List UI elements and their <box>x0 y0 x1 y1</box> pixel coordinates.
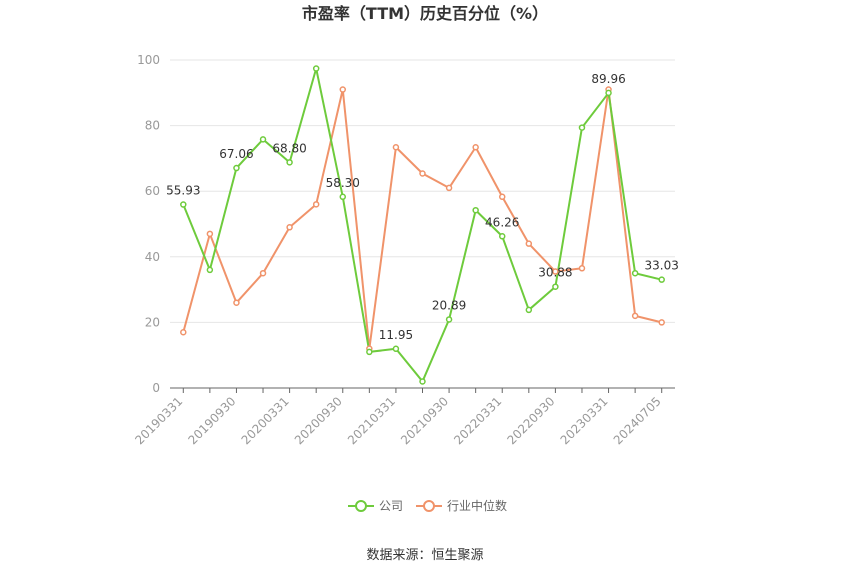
legend-marker <box>355 500 367 512</box>
data-point[interactable] <box>312 201 320 208</box>
y-tick-label: 80 <box>145 119 160 133</box>
data-point[interactable] <box>472 206 479 214</box>
data-label: 67.06 <box>219 147 253 161</box>
data-label: 33.03 <box>645 259 679 273</box>
series-line-1 <box>182 88 662 350</box>
x-tick-label: 20230331 <box>558 394 611 447</box>
data-point[interactable] <box>339 193 347 201</box>
y-axis: 0 20 40 60 80 100 <box>137 53 160 395</box>
x-tick-label: 20240705 <box>611 394 664 447</box>
x-tick-label: 20190331 <box>132 394 185 447</box>
data-point[interactable] <box>419 170 426 177</box>
x-tick-label: 20220930 <box>504 394 557 447</box>
data-point[interactable] <box>658 319 665 326</box>
chart-title: 市盈率（TTM）历史百分位（%） <box>302 4 548 23</box>
data-point[interactable] <box>286 224 293 231</box>
legend-item-0[interactable]: 公司 <box>348 499 403 513</box>
source-text: 数据来源：恒生聚源 <box>366 548 483 563</box>
legend-marker <box>423 500 435 512</box>
data-point[interactable] <box>259 269 267 277</box>
legend-item-1[interactable]: 行业中位数 <box>416 498 507 513</box>
data-label: 58.30 <box>326 176 360 190</box>
series-lines <box>182 67 662 383</box>
x-tick-label: 20200930 <box>292 394 345 447</box>
data-point[interactable] <box>472 143 479 151</box>
data-point[interactable] <box>525 306 533 314</box>
data-point[interactable] <box>605 89 612 97</box>
data-point[interactable] <box>392 143 400 151</box>
legend-label: 公司 <box>379 499 403 513</box>
data-point[interactable] <box>525 240 533 247</box>
x-tick-label: 20190930 <box>185 394 238 447</box>
data-point[interactable] <box>206 230 214 238</box>
series-line-0 <box>182 67 662 383</box>
series-points <box>180 65 665 385</box>
data-labels: 55.93 67.06 68.80 58.30 11.95 20.89 46.26 30.88… <box>166 72 679 342</box>
y-tick-label: 100 <box>137 53 160 67</box>
x-axis: 20190331 20190930 20200331 20200930 20210331… <box>132 387 675 447</box>
data-point[interactable] <box>392 345 400 353</box>
data-point[interactable] <box>206 266 214 274</box>
data-point[interactable] <box>180 328 187 336</box>
y-tick-label: 20 <box>145 315 160 329</box>
data-point[interactable] <box>445 184 453 192</box>
data-point[interactable] <box>233 164 240 172</box>
y-tick-label: 0 <box>152 381 160 395</box>
data-label: 68.80 <box>272 141 306 155</box>
x-tick-label: 20200331 <box>239 394 292 447</box>
data-point[interactable] <box>259 136 267 143</box>
data-point[interactable] <box>578 265 586 272</box>
data-point[interactable] <box>578 124 586 131</box>
x-tick-label: 20220331 <box>451 394 504 447</box>
data-point[interactable] <box>658 276 665 283</box>
data-point[interactable] <box>233 299 240 306</box>
x-tick-label: 20210930 <box>398 394 451 447</box>
data-point[interactable] <box>552 283 559 290</box>
y-tick-label: 40 <box>145 250 160 264</box>
data-label: 55.93 <box>166 184 200 198</box>
legend-label: 行业中位数 <box>447 498 507 513</box>
legend[interactable]: 公司 行业中位数 <box>348 498 507 513</box>
data-point[interactable] <box>498 193 506 201</box>
x-tick-label: 20210331 <box>345 394 398 447</box>
data-label: 46.26 <box>485 215 519 229</box>
data-point[interactable] <box>631 269 639 277</box>
data-label: 30.88 <box>538 266 572 280</box>
grid <box>170 59 675 323</box>
data-label: 89.96 <box>591 72 625 86</box>
data-point[interactable] <box>419 378 426 385</box>
data-label: 20.89 <box>432 298 466 312</box>
data-point[interactable] <box>631 312 639 320</box>
y-tick-label: 60 <box>145 184 160 198</box>
data-label: 11.95 <box>379 328 413 342</box>
data-point[interactable] <box>339 86 347 93</box>
data-point[interactable] <box>445 316 453 323</box>
data-point[interactable] <box>366 348 373 356</box>
data-point[interactable] <box>312 65 320 72</box>
data-point[interactable] <box>286 159 293 166</box>
data-point[interactable] <box>180 201 187 208</box>
data-point[interactable] <box>552 268 559 275</box>
data-point[interactable] <box>498 233 506 240</box>
